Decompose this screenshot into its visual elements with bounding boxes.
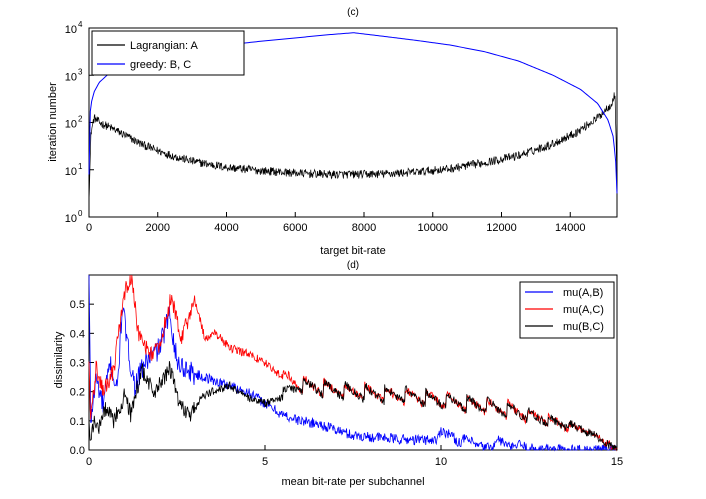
chart-c-x-tick-label: 14000 — [555, 222, 586, 234]
chart-c-x-tick-label: 6000 — [283, 222, 307, 234]
chart-d-series — [88, 274, 618, 452]
chart-c-y-axis-label: iteration number — [47, 82, 59, 162]
chart-c-legend-box — [91, 30, 245, 76]
chart-d-y-axis: 0.0 0.1 0.2 0.3 0.4 0.5 — [70, 299, 94, 457]
chart-d: (d) 0 5 10 15 0.0 0.1 0.2 0.3 0.4 0.5 mean bit-r… — [53, 260, 623, 488]
chart-c-y-tick-exponent: 3 — [78, 67, 83, 76]
chart-d-y-tick-label: 0.4 — [70, 328, 85, 340]
chart-c-x-axis: 0 2000 4000 6000 8000 10000 12000 14000 — [86, 212, 586, 234]
chart-d-x-tick-label: 0 — [86, 456, 92, 468]
chart-d-legend-box — [519, 281, 615, 339]
chart-d-legend-label-mu-ab: mu(A,B) — [563, 287, 603, 299]
chart-d-series-line-mu-ab — [88, 274, 617, 452]
chart-c-series-line-lagrangian — [88, 92, 618, 207]
chart-c-y-tick-exponent: 4 — [78, 20, 83, 29]
chart-c-y-tick-label: 10 — [65, 213, 77, 225]
chart-c-x-tick-label: 2000 — [146, 222, 170, 234]
chart-c-x-tick-label: 10000 — [417, 222, 448, 234]
chart-c: (c) 0 2000 4000 6000 8000 10000 12000 14000 10 0… — [47, 7, 618, 257]
chart-c-title: (c) — [347, 7, 359, 18]
chart-c-y-tick-exponent: 2 — [78, 115, 83, 124]
chart-d-y-tick-label: 0.3 — [70, 358, 85, 370]
chart-c-y-tick-exponent: 1 — [78, 162, 83, 171]
chart-c-legend: Lagrangian: A greedy: B, C — [91, 30, 245, 76]
chart-c-x-tick-label: 4000 — [214, 222, 238, 234]
chart-d-title: (d) — [347, 260, 359, 271]
chart-d-x-tick-label: 10 — [435, 456, 447, 468]
chart-c-legend-label-greedy: greedy: B, C — [130, 59, 191, 71]
chart-d-legend: mu(A,B) mu(A,C) mu(B,C) — [519, 281, 615, 339]
chart-d-x-axis: 0 5 10 15 — [86, 445, 623, 468]
chart-d-y-axis-label: dissimilarity — [53, 331, 65, 388]
chart-d-series-line-mu-bc — [88, 361, 617, 451]
chart-c-x-tick-label: 8000 — [352, 222, 376, 234]
chart-c-legend-label-lagrangian: Lagrangian: A — [130, 40, 199, 52]
chart-d-legend-label-mu-bc: mu(B,C) — [563, 321, 604, 333]
chart-c-y-tick-label: 10 — [65, 71, 77, 83]
chart-d-y-tick-label: 0.2 — [70, 387, 85, 399]
chart-c-x-tick-label: 12000 — [486, 222, 517, 234]
chart-c-y-tick-label: 10 — [65, 119, 77, 131]
chart-c-y-tick-label: 10 — [65, 24, 77, 36]
chart-d-legend-label-mu-ac: mu(A,C) — [563, 304, 604, 316]
chart-c-x-axis-label: target bit-rate — [320, 245, 385, 257]
chart-d-x-tick-label: 5 — [262, 456, 268, 468]
chart-d-series-line-mu-ac — [88, 274, 618, 452]
chart-c-y-tick-exponent: 0 — [78, 209, 83, 218]
chart-d-x-axis-label: mean bit-rate per subchannel — [281, 476, 424, 488]
chart-d-y-tick-label: 0.1 — [70, 416, 85, 428]
chart-c-x-tick-label: 0 — [86, 222, 92, 234]
chart-d-y-tick-label: 0.5 — [70, 299, 85, 311]
chart-d-x-tick-label: 15 — [611, 456, 623, 468]
chart-d-y-tick-label: 0.0 — [70, 445, 85, 457]
chart-c-y-tick-label: 10 — [65, 166, 77, 178]
